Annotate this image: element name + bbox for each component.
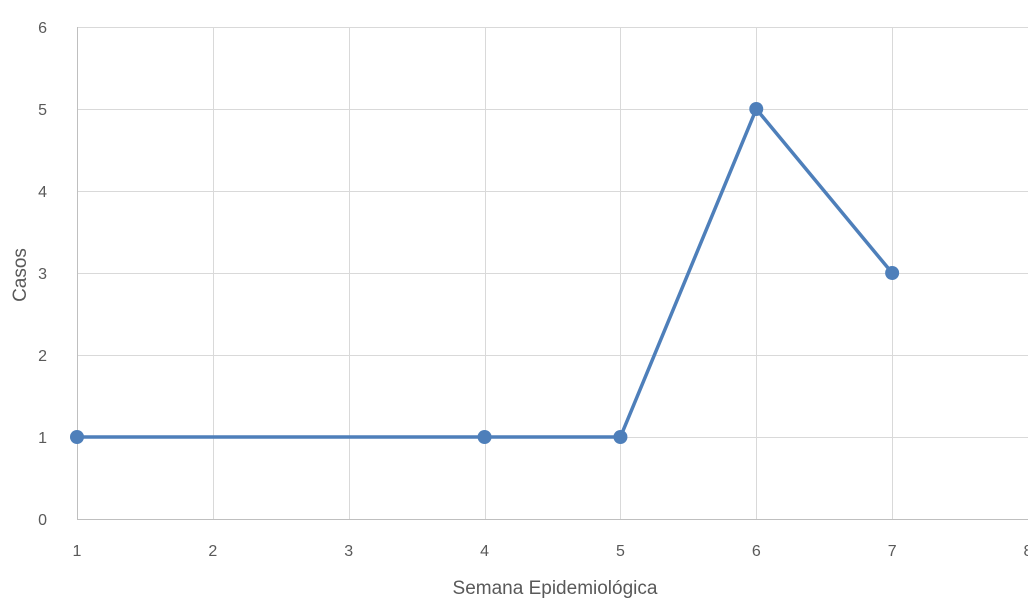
y-axis-title: Casos bbox=[10, 248, 31, 302]
y-tick-label: 5 bbox=[38, 102, 47, 119]
y-tick-label: 2 bbox=[38, 348, 47, 365]
data-point bbox=[70, 430, 84, 444]
x-tick-label: 6 bbox=[752, 543, 761, 560]
x-tick-label: 3 bbox=[344, 543, 353, 560]
data-point bbox=[613, 430, 628, 444]
x-tick-label: 4 bbox=[480, 543, 489, 560]
series-layer bbox=[70, 102, 900, 444]
y-tick-labels: 0 1 2 3 4 5 6 bbox=[38, 20, 47, 529]
x-tick-label: 5 bbox=[616, 543, 625, 560]
data-point bbox=[749, 102, 764, 116]
y-tick-label: 4 bbox=[38, 184, 47, 201]
y-tick-label: 6 bbox=[38, 20, 47, 37]
x-tick-labels: 1 2 3 4 5 6 7 8 bbox=[73, 543, 1028, 560]
y-tick-label: 1 bbox=[38, 430, 47, 447]
data-point bbox=[885, 266, 900, 280]
x-axis-title: Semana Epidemiológica bbox=[453, 578, 658, 599]
x-tick-label: 1 bbox=[73, 543, 82, 560]
data-point bbox=[477, 430, 492, 444]
y-tick-label: 0 bbox=[38, 512, 47, 529]
x-tick-label: 7 bbox=[888, 543, 897, 560]
y-tick-label: 3 bbox=[38, 266, 47, 283]
x-tick-label: 8 bbox=[1024, 543, 1028, 560]
x-tick-label: 2 bbox=[208, 543, 217, 560]
